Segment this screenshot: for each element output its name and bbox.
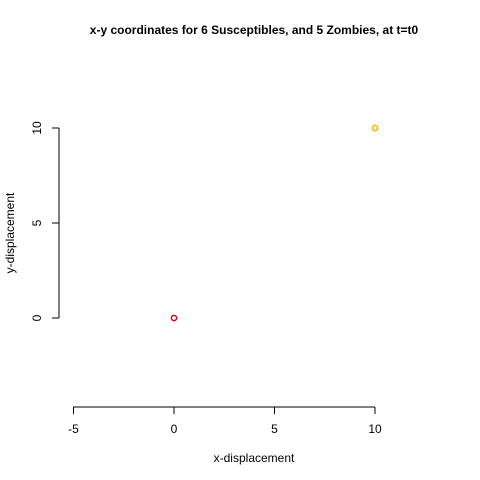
chart-title: x-y coordinates for 6 Susceptibles, and …	[90, 23, 419, 37]
data-points	[171, 125, 377, 320]
y-tick-label: 0	[30, 314, 44, 321]
x-axis-label: x-displacement	[214, 451, 295, 465]
data-point	[372, 125, 377, 130]
x-tick-label: 0	[171, 422, 178, 436]
y-axis-ticks: 0 5 10	[30, 121, 59, 321]
x-axis-ticks: -5 0 5 10	[68, 407, 382, 436]
x-tick-label: 10	[368, 422, 382, 436]
y-tick-label: 5	[30, 219, 44, 226]
y-tick-label: 10	[30, 121, 44, 135]
data-point	[171, 315, 176, 320]
x-tick-label: 5	[271, 422, 278, 436]
x-tick-label: -5	[68, 422, 79, 436]
y-axis-label: y-displacement	[3, 192, 17, 273]
